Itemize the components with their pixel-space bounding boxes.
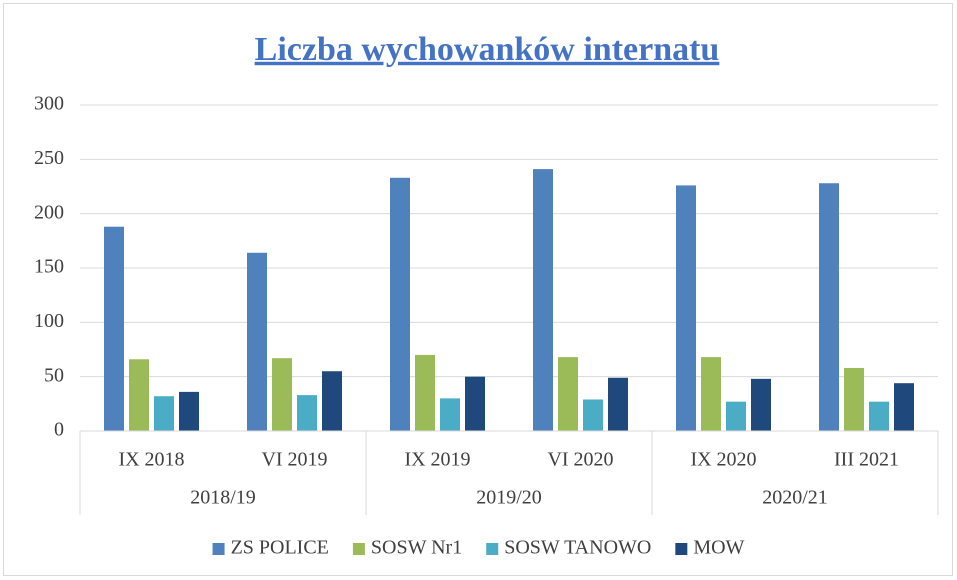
bar [154,396,174,431]
chart-border [3,3,953,576]
x-tick-label: VI 2019 [261,449,327,471]
x-tick-label: IX 2020 [690,449,756,471]
bar [390,177,410,431]
bar [415,354,435,431]
bar [726,401,746,431]
y-tick-label: 100 [34,310,64,332]
bar [819,183,839,431]
bar [465,376,485,431]
x-tick-label: III 2021 [834,449,899,471]
bar [583,399,603,431]
bar [869,401,889,431]
bar [533,169,553,431]
bar [751,378,771,431]
bar [701,357,721,431]
group-label: 2019/20 [476,487,542,509]
group-label: 2018/19 [190,487,256,509]
bar [104,226,124,431]
bar [844,367,864,431]
y-tick-label: 300 [34,93,64,115]
bar [894,383,914,431]
bar [558,357,578,431]
group-label: 2020/21 [762,487,828,509]
bar [676,185,696,431]
bar [179,391,199,431]
bar [322,371,342,431]
legend-label: SOSW TANOWO [504,537,651,559]
x-tick-label: IX 2018 [118,449,184,471]
chart-title: Liczba wychowanków internatu [255,31,720,68]
bar [440,398,460,431]
y-tick-label: 0 [54,419,64,441]
legend-swatch [212,543,225,555]
legend-label: MOW [693,537,744,559]
legend-swatch [352,543,365,555]
legend-label: SOSW Nr1 [371,537,462,559]
y-tick-label: 200 [34,201,64,223]
bar [608,377,628,431]
legend-swatch [486,543,499,555]
y-tick-label: 50 [44,364,64,386]
bar [297,395,317,431]
x-tick-label: IX 2019 [404,449,470,471]
y-tick-label: 150 [34,256,64,278]
legend-swatch [675,543,688,555]
y-tick-label: 250 [34,147,64,169]
legend-label: ZS POLICE [231,537,329,559]
x-tick-label: VI 2020 [547,449,613,471]
bar [247,252,267,431]
bar [272,358,292,431]
bar [129,359,149,431]
